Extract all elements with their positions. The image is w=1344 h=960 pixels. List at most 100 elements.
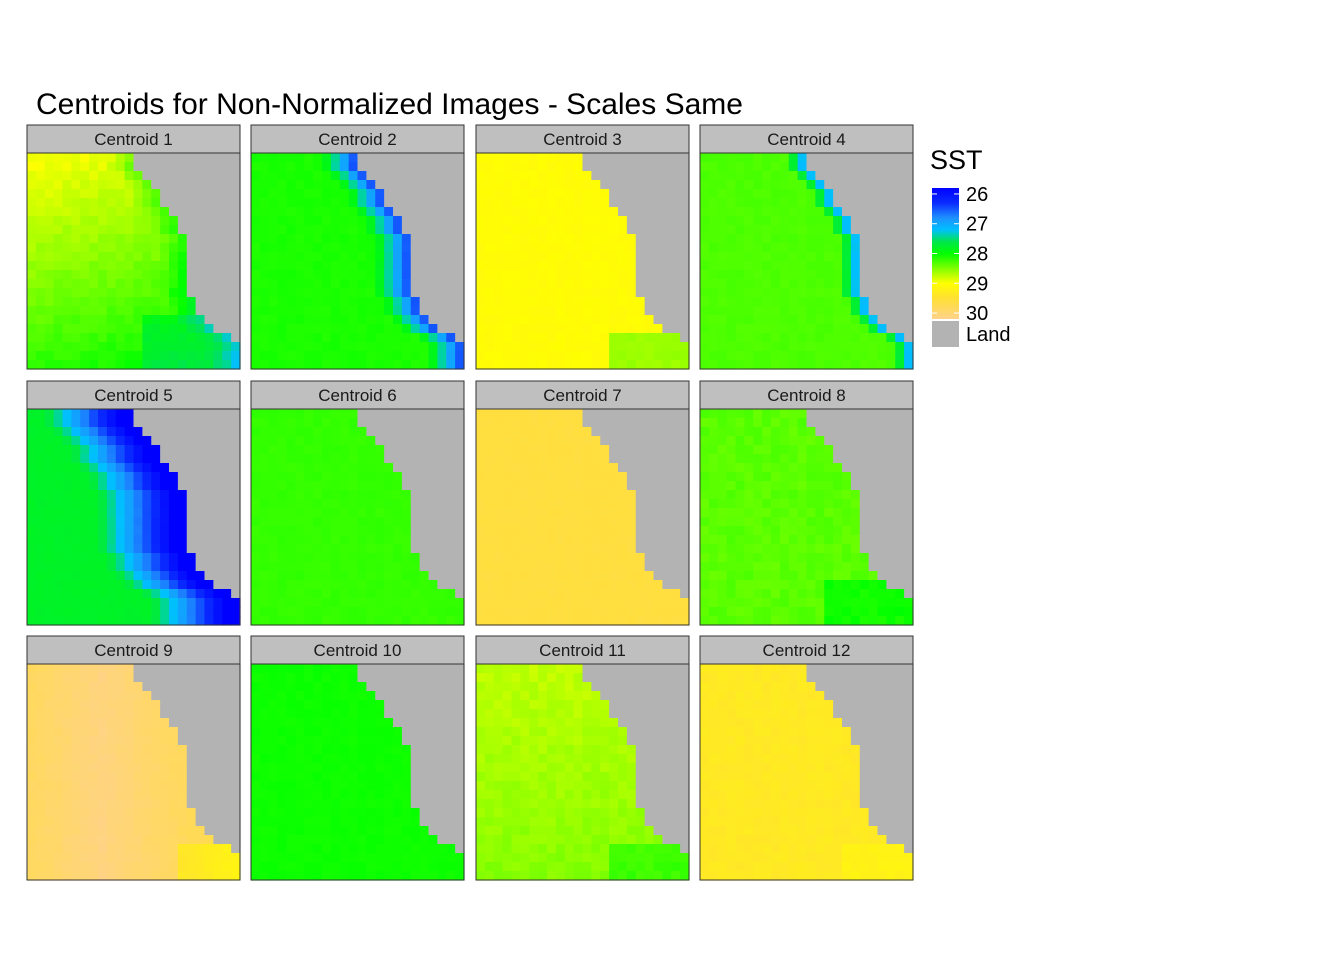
land-cell: [428, 261, 438, 271]
land-cell: [437, 499, 447, 509]
land-cell: [886, 198, 896, 208]
sst-cell: [106, 490, 117, 500]
sst-cell: [133, 754, 143, 764]
land-cell: [868, 544, 879, 554]
sst-cell: [806, 252, 816, 262]
land-cell: [877, 418, 887, 428]
sst-cell: [393, 270, 403, 280]
sst-cell: [735, 162, 745, 172]
land-cell: [446, 409, 456, 419]
land-cell: [653, 526, 663, 536]
sst-cell: [555, 180, 566, 190]
sst-cell: [653, 324, 663, 334]
sst-cell: [582, 351, 592, 361]
sst-cell: [106, 580, 117, 590]
land-cell: [231, 499, 241, 509]
sst-cell: [124, 499, 135, 509]
sst-cell: [98, 526, 108, 536]
sst-cell: [708, 189, 719, 199]
sst-cell: [582, 598, 592, 608]
land-cell: [446, 162, 456, 172]
land-cell: [160, 418, 170, 428]
land-cell: [446, 427, 456, 437]
land-cell: [662, 418, 672, 428]
sst-cell: [502, 243, 513, 253]
land-cell: [231, 279, 241, 289]
sst-cell: [151, 333, 161, 343]
sst-cell: [277, 481, 288, 491]
sst-cell: [582, 261, 592, 271]
sst-cell: [204, 607, 214, 617]
land-cell: [886, 216, 896, 226]
land-cell: [895, 261, 905, 271]
sst-cell: [626, 279, 637, 289]
land-cell: [662, 544, 672, 554]
sst-cell: [330, 436, 341, 446]
sst-cell: [133, 436, 143, 446]
sst-cell: [71, 342, 81, 352]
sst-cell: [115, 261, 126, 271]
sst-cell: [133, 427, 143, 437]
sst-cell: [476, 589, 486, 599]
sst-cell: [177, 772, 188, 782]
sst-cell: [859, 333, 870, 343]
sst-cell: [115, 727, 126, 737]
sst-cell: [160, 754, 170, 764]
sst-cell: [538, 427, 548, 437]
sst-cell: [815, 589, 825, 599]
sst-cell: [393, 589, 403, 599]
land-cell: [204, 682, 214, 692]
sst-cell: [35, 664, 46, 674]
sst-cell: [806, 342, 816, 352]
sst-cell: [115, 673, 126, 683]
sst-cell: [53, 315, 64, 325]
land-cell: [169, 207, 179, 217]
sst-cell: [700, 225, 710, 235]
land-cell: [428, 508, 438, 518]
sst-cell: [547, 351, 557, 361]
sst-cell: [582, 342, 592, 352]
sst-cell: [151, 763, 161, 773]
sst-cell: [393, 499, 403, 509]
sst-cell: [35, 598, 46, 608]
sst-cell: [850, 571, 861, 581]
sst-cell: [142, 499, 152, 509]
sst-cell: [98, 333, 108, 343]
sst-cell: [484, 508, 495, 518]
sst-cell: [455, 607, 465, 617]
sst-cell: [53, 180, 64, 190]
sst-cell: [401, 342, 412, 352]
sst-cell: [502, 580, 513, 590]
sst-cell: [788, 544, 799, 554]
sst-cell: [80, 306, 90, 316]
sst-cell: [428, 616, 438, 626]
sst-cell: [735, 153, 745, 163]
sst-cell: [44, 288, 55, 298]
sst-cell: [177, 616, 188, 626]
sst-cell: [339, 171, 350, 181]
sst-cell: [555, 297, 566, 307]
sst-cell: [735, 306, 745, 316]
facet-strip: [250, 380, 465, 410]
land-cell: [671, 216, 681, 226]
sst-cell: [322, 535, 332, 545]
sst-cell: [502, 288, 513, 298]
sst-cell: [815, 180, 825, 190]
land-cell: [410, 436, 421, 446]
sst-cell: [80, 454, 90, 464]
sst-cell: [520, 535, 530, 545]
sst-cell: [735, 234, 745, 244]
sst-cell: [493, 553, 504, 563]
sst-cell: [744, 306, 754, 316]
sst-cell: [186, 297, 197, 307]
sst-cell: [339, 544, 350, 554]
land-cell: [213, 243, 223, 253]
sst-cell: [322, 297, 332, 307]
sst-cell: [771, 207, 781, 217]
sst-cell: [71, 580, 81, 590]
sst-cell: [251, 360, 261, 370]
sst-cell: [555, 207, 566, 217]
sst-cell: [35, 499, 46, 509]
sst-cell: [476, 571, 486, 581]
sst-cell: [771, 261, 781, 271]
